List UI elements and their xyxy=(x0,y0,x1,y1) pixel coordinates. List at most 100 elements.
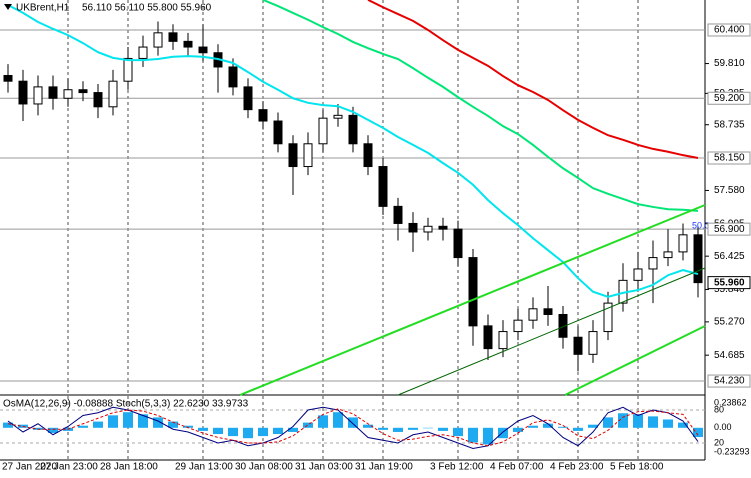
level-label: 60.400 xyxy=(714,25,745,36)
level-box xyxy=(707,91,751,105)
histogram-bar xyxy=(153,417,163,428)
histogram-bar xyxy=(333,412,343,428)
histogram-bar xyxy=(453,427,463,437)
candle-body xyxy=(423,225,433,233)
histogram-bar xyxy=(213,427,223,435)
level-label: 59.200 xyxy=(714,93,745,104)
x-tick-label: 27 Jan 2020 xyxy=(2,462,57,473)
candle-body xyxy=(573,336,583,355)
candle-body xyxy=(153,32,163,48)
candle-body xyxy=(63,89,73,99)
indicator-line xyxy=(7,406,699,450)
candle-body xyxy=(123,57,133,82)
candle-body xyxy=(18,80,28,105)
candle-body xyxy=(378,166,388,207)
histogram-bar xyxy=(303,422,313,428)
histogram-bar xyxy=(678,422,688,428)
candle-body xyxy=(108,80,118,108)
histogram-bar xyxy=(183,425,193,428)
histogram-bar xyxy=(348,417,358,428)
histogram-bar xyxy=(378,427,388,430)
y-tick-label: 56.425 xyxy=(714,251,745,262)
candle-body xyxy=(318,117,328,145)
candle-body xyxy=(78,89,88,94)
x-tick-label: 5 Feb 18:00 xyxy=(610,462,664,473)
channel-line xyxy=(397,267,706,396)
candle-body xyxy=(603,302,613,333)
histogram-bar xyxy=(438,427,448,431)
candle-body xyxy=(258,109,268,122)
histogram-bar xyxy=(273,427,283,435)
candle-body xyxy=(663,251,673,259)
candle-body xyxy=(453,228,463,259)
x-tick-label: 31 Jan 03:00 xyxy=(295,462,353,473)
candle-body xyxy=(228,66,238,88)
candle-body xyxy=(633,268,643,281)
x-tick-label: 29 Jan 13:00 xyxy=(175,462,233,473)
candle-body xyxy=(288,143,298,168)
y-tick-label: -0.23293 xyxy=(714,446,750,456)
histogram-bar xyxy=(468,427,478,443)
candle-body xyxy=(648,257,658,270)
indicator-line xyxy=(367,0,699,159)
candle-body xyxy=(693,234,703,284)
histogram-bar xyxy=(288,427,298,432)
y2-tick-label: 20 xyxy=(714,437,724,447)
histogram-bar xyxy=(648,416,658,428)
indicator-header: OsMA(12,26,9) -0.08888 Stoch(5,3,3) 22.6… xyxy=(3,399,249,410)
candle-body xyxy=(483,325,493,350)
y-tick-label: 0.00 xyxy=(714,422,732,432)
histogram-bar xyxy=(93,421,103,428)
histogram-bar xyxy=(573,427,583,431)
level-label: 54.230 xyxy=(714,376,745,387)
indicator-line xyxy=(7,4,699,298)
ohlc-header: 56.110 56.110 55.800 55.960 xyxy=(82,3,212,14)
histogram-bar xyxy=(138,414,148,428)
y2-tick-label: 80 xyxy=(714,404,724,414)
candle-body xyxy=(588,331,598,355)
histogram-bar xyxy=(363,424,373,428)
level-box xyxy=(707,23,751,37)
histogram-bar xyxy=(108,415,118,428)
candle-body xyxy=(48,86,58,99)
y-tick-label: 59.810 xyxy=(714,58,745,69)
histogram-bar xyxy=(123,412,133,428)
plot-layer xyxy=(0,0,705,460)
histogram-bar xyxy=(483,427,493,445)
candle-body xyxy=(333,114,343,119)
x-tick-label: 30 Jan 08:00 xyxy=(235,462,293,473)
histogram-bar xyxy=(543,423,553,428)
candle-body xyxy=(198,46,208,54)
candle-body xyxy=(138,46,148,59)
candle-body xyxy=(33,86,43,105)
histogram-bar xyxy=(528,425,538,428)
fibo-label: 50.0 xyxy=(692,220,710,230)
y-tick-label: 54.685 xyxy=(714,350,745,361)
histogram-bar xyxy=(498,427,508,439)
x-tick-label: 28 Jan 18:00 xyxy=(100,462,158,473)
x-tick-label: 27 Jan 23:00 xyxy=(40,462,98,473)
histogram-bar xyxy=(198,427,208,431)
y-tick-label: 57.580 xyxy=(714,185,745,196)
candle-body xyxy=(468,257,478,327)
level-box xyxy=(707,374,751,388)
x-tick-label: 31 Jan 19:00 xyxy=(355,462,413,473)
level-box xyxy=(707,151,751,165)
channel-line xyxy=(239,204,706,396)
candle-body xyxy=(243,86,253,111)
candle-body xyxy=(3,75,13,82)
histogram-bar xyxy=(243,427,253,439)
candle-body xyxy=(438,225,448,230)
candle-body xyxy=(558,313,568,338)
indicator-line xyxy=(262,0,699,212)
x-tick-label: 4 Feb 23:00 xyxy=(550,462,604,473)
histogram-bar xyxy=(663,419,673,428)
candle-body xyxy=(273,120,283,145)
level-box xyxy=(707,222,751,236)
histogram-bar xyxy=(633,414,643,428)
histogram-bar xyxy=(513,427,523,432)
channel-line xyxy=(564,325,706,396)
symbol: UKBrent,H1 xyxy=(16,3,70,14)
last-price-label: 55.960 xyxy=(714,277,745,288)
